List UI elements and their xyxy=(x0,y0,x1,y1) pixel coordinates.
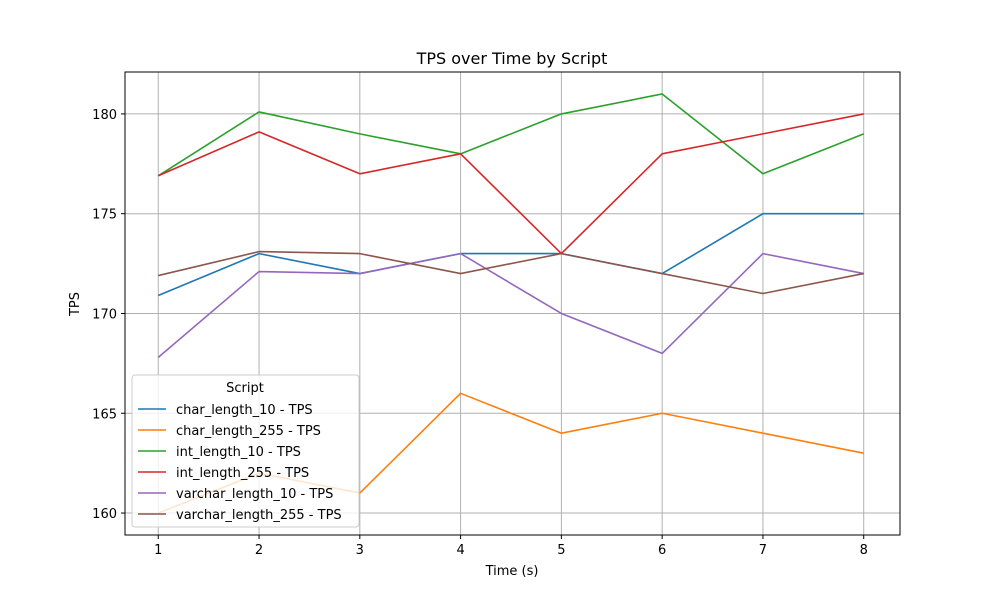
legend-entry-label: int_length_10 - TPS xyxy=(176,445,301,460)
x-tick-label: 1 xyxy=(154,543,162,558)
legend-box xyxy=(131,374,360,528)
x-axis-label: Time (s) xyxy=(485,564,539,579)
y-tick-label: 175 xyxy=(92,208,117,223)
y-axis-label: TPS xyxy=(68,292,83,317)
x-tick-label: 3 xyxy=(356,543,364,558)
chart-title: TPS over Time by Script xyxy=(416,49,608,68)
legend-entry-label: char_length_255 - TPS xyxy=(176,424,321,439)
legend: Script char_length_10 - TPS char_length_2… xyxy=(131,374,360,528)
legend-entry-label: int_length_255 - TPS xyxy=(176,466,309,481)
x-tick-label: 6 xyxy=(658,543,666,558)
x-tick-label: 2 xyxy=(255,543,263,558)
x-tick-label: 8 xyxy=(860,543,868,558)
series-lines xyxy=(157,93,865,514)
x-tick-label: 4 xyxy=(456,543,464,558)
plot-frame xyxy=(124,71,901,536)
legend-title: Script xyxy=(226,381,264,396)
legend-entry-label: varchar_length_255 - TPS xyxy=(176,508,342,523)
legend-entry-label: char_length_10 - TPS xyxy=(176,403,313,418)
series-line-varchar_length_255 xyxy=(158,250,864,295)
y-tick-label: 170 xyxy=(92,307,117,322)
y-tick-label: 165 xyxy=(92,407,117,422)
series-line-char_length_10 xyxy=(157,212,864,297)
series-line-int_length_255 xyxy=(157,113,864,255)
y-tick-label: 160 xyxy=(92,507,117,522)
series-line-int_length_10 xyxy=(157,93,865,177)
series-line-varchar_length_10 xyxy=(157,252,864,358)
legend-entry-label: varchar_length_10 - TPS xyxy=(176,487,333,502)
axis-ticks: 1 2 3 4 5 6 7 8 160 165 170 175 180 xyxy=(92,108,868,558)
y-tick-label: 180 xyxy=(92,108,117,123)
x-tick-label: 7 xyxy=(759,543,767,558)
x-tick-label: 5 xyxy=(557,543,565,558)
